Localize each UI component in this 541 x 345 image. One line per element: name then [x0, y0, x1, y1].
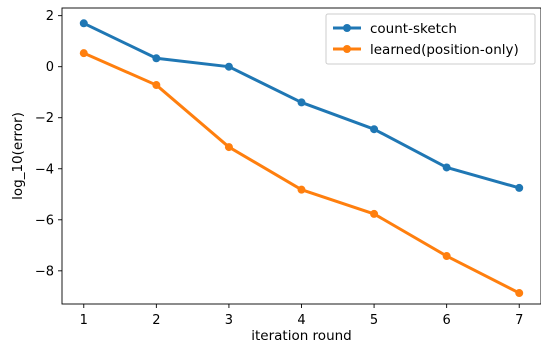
data-point	[79, 19, 88, 28]
series-layer	[79, 19, 524, 298]
legend-label: learned(position-only)	[370, 42, 519, 58]
y-axis-label: log_10(error)	[10, 112, 26, 200]
data-point	[297, 185, 306, 194]
legend-label: count-sketch	[370, 21, 457, 37]
series-0	[79, 19, 524, 192]
legend-swatch-marker	[343, 24, 351, 32]
x-tick-label: 7	[515, 313, 523, 328]
data-point	[297, 98, 306, 107]
x-tick-label: 5	[370, 313, 378, 328]
x-ticks: 1 2 3 4 5 6 7	[80, 304, 523, 328]
data-point	[442, 163, 451, 172]
legend-entries: count-sketch learned(position-only)	[333, 21, 519, 58]
data-point	[224, 62, 233, 71]
legend-box	[325, 13, 536, 65]
y-ticks: 2 0 −2 −4 −6 −8	[35, 9, 62, 279]
x-tick-label: 1	[80, 313, 88, 328]
data-point	[152, 54, 161, 63]
data-point	[152, 81, 161, 90]
data-point	[442, 252, 451, 261]
data-point	[79, 49, 88, 58]
y-tick-label: 0	[46, 60, 54, 75]
x-axis-label: iteration round	[251, 328, 352, 344]
legend-entry: learned(position-only)	[333, 42, 519, 58]
plot-area	[61, 7, 541, 305]
data-point	[224, 143, 233, 152]
y-axis: 2 0 −2 −4 −6 −8 log_10(error)	[10, 9, 62, 279]
y-tick-label: −4	[35, 162, 54, 177]
x-tick-label: 6	[443, 313, 451, 328]
data-point	[370, 125, 379, 134]
y-tick-label: −6	[35, 213, 54, 228]
series-1	[79, 49, 524, 298]
legend-entry: count-sketch	[333, 21, 457, 37]
data-point	[515, 183, 524, 192]
x-tick-label: 2	[152, 313, 160, 328]
data-point	[370, 209, 379, 218]
series-line	[81, 51, 522, 296]
x-axis: 1 2 3 4 5 6 7 iteration round	[80, 304, 523, 344]
data-point	[515, 289, 524, 298]
legend-swatch-marker	[343, 45, 351, 53]
x-tick-label: 3	[225, 313, 233, 328]
y-tick-label: −8	[35, 264, 54, 279]
y-tick-label: 2	[46, 9, 54, 24]
y-tick-label: −2	[35, 111, 54, 126]
x-tick-label: 4	[297, 313, 305, 328]
legend: count-sketch learned(position-only)	[325, 13, 536, 65]
